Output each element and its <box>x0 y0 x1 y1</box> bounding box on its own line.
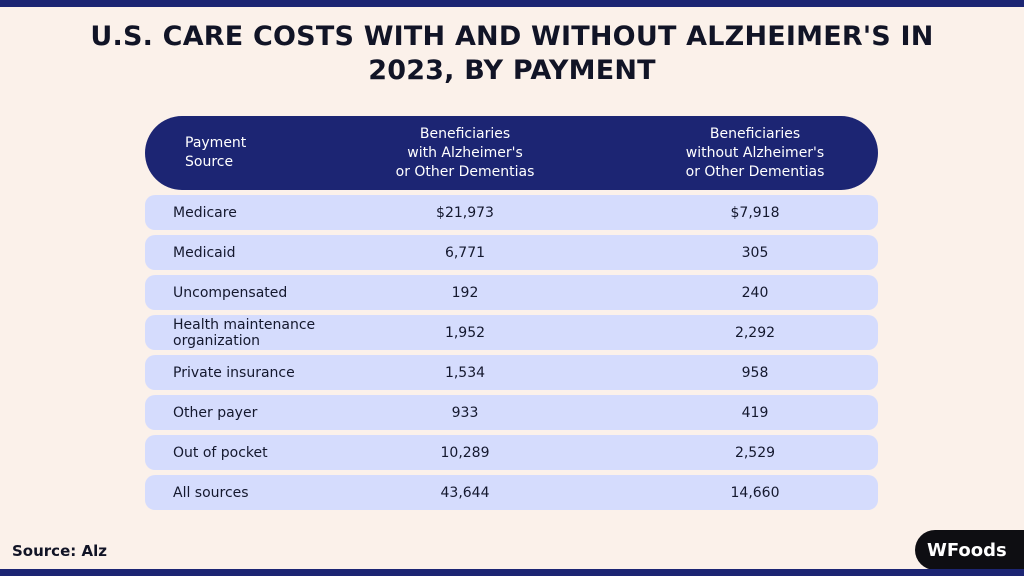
payment-source-cell: Health maintenance organization <box>173 316 316 349</box>
without-dementia-cost-cell: $7,918 <box>730 204 780 221</box>
without-dementia-cost-cell: 2,292 <box>734 324 776 341</box>
table-row: Private insurance 1,534 958 <box>145 355 878 390</box>
payment-source-cell: Other payer <box>173 404 258 421</box>
table-row: Health maintenance organization 1,952 2,29… <box>145 315 878 350</box>
without-dementia-cost-cell: 419 <box>741 404 769 421</box>
payment-source-cell: Medicaid <box>173 244 236 261</box>
with-dementia-cost-cell: 1,952 <box>444 324 486 341</box>
payment-source-cell: Medicare <box>173 204 237 221</box>
table-body: Medicare $21,973 $7,918 Medicaid 6,771 305 Unc… <box>145 195 878 515</box>
table-row: Other payer 933 419 <box>145 395 878 430</box>
page-title: U.S. CARE COSTS WITH AND WITHOUT ALZHEIM… <box>90 21 934 86</box>
column-header-payment-source: Payment Source <box>185 116 355 190</box>
with-dementia-cost-cell: 933 <box>451 404 479 421</box>
table-row: Uncompensated 192 240 <box>145 275 878 310</box>
column-header-with-alzheimers: Beneficiaries with Alzheimer's or Other … <box>345 116 585 190</box>
top-accent-bar <box>0 0 1024 7</box>
payment-source-cell: Private insurance <box>173 364 295 381</box>
column-header-label: Payment Source <box>185 135 247 170</box>
column-header-without-alzheimers: Beneficiaries without Alzheimer's or Oth… <box>635 116 875 190</box>
with-dementia-cost-cell: 1,534 <box>444 364 486 381</box>
without-dementia-cost-cell: 305 <box>741 244 769 261</box>
payment-source-cell: Uncompensated <box>173 284 288 301</box>
without-dementia-cost-cell: 14,660 <box>730 484 780 501</box>
with-dementia-cost-cell: 43,644 <box>440 484 490 501</box>
brand-logo: WFoods <box>915 530 1024 570</box>
without-dementia-cost-cell: 2,529 <box>734 444 776 461</box>
table-header: Payment Source Beneficiaries with Alzhei… <box>145 116 878 190</box>
with-dementia-cost-cell: $21,973 <box>436 204 494 221</box>
column-header-label: Beneficiaries with Alzheimer's or Other … <box>395 125 535 180</box>
with-dementia-cost-cell: 6,771 <box>444 244 486 261</box>
payment-source-cell: All sources <box>173 484 249 501</box>
bottom-accent-bar <box>0 569 1024 576</box>
source-caption: Source: Alz <box>12 542 107 560</box>
with-dementia-cost-cell: 192 <box>451 284 479 301</box>
without-dementia-cost-cell: 958 <box>741 364 769 381</box>
without-dementia-cost-cell: 240 <box>741 284 769 301</box>
table-row: Medicare $21,973 $7,918 <box>145 195 878 230</box>
with-dementia-cost-cell: 10,289 <box>440 444 490 461</box>
table-row: Out of pocket 10,289 2,529 <box>145 435 878 470</box>
column-header-label: Beneficiaries without Alzheimer's or Oth… <box>685 125 825 180</box>
brand-logo-text: WFoods <box>927 539 1007 561</box>
table-row: Medicaid 6,771 305 <box>145 235 878 270</box>
table-row: All sources 43,644 14,660 <box>145 475 878 510</box>
payment-source-cell: Out of pocket <box>173 444 268 461</box>
